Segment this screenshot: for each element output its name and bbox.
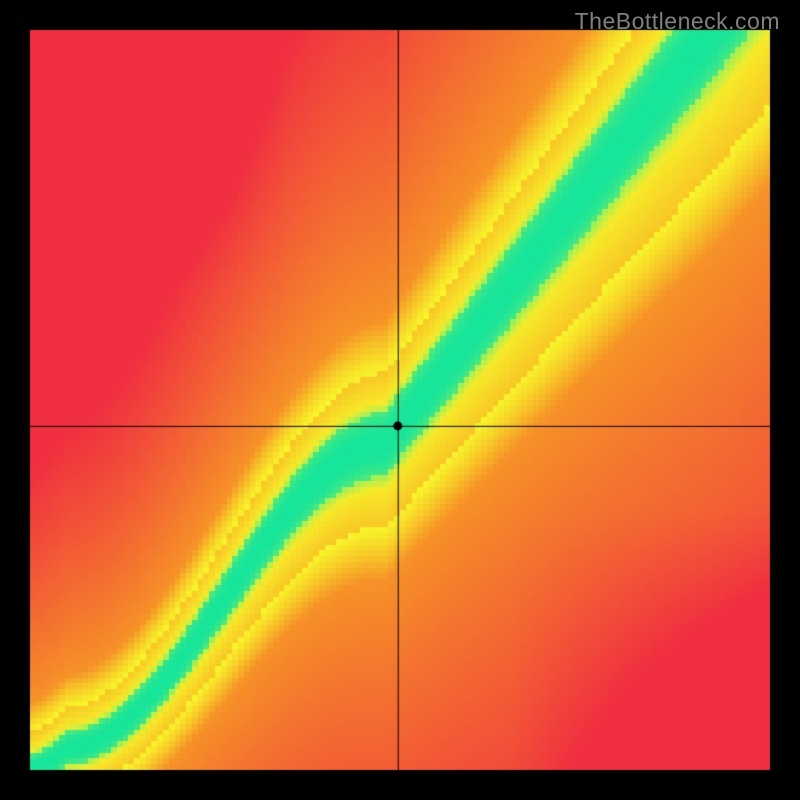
watermark-text: TheBottleneck.com	[575, 8, 780, 35]
bottleneck-heatmap	[0, 0, 800, 800]
